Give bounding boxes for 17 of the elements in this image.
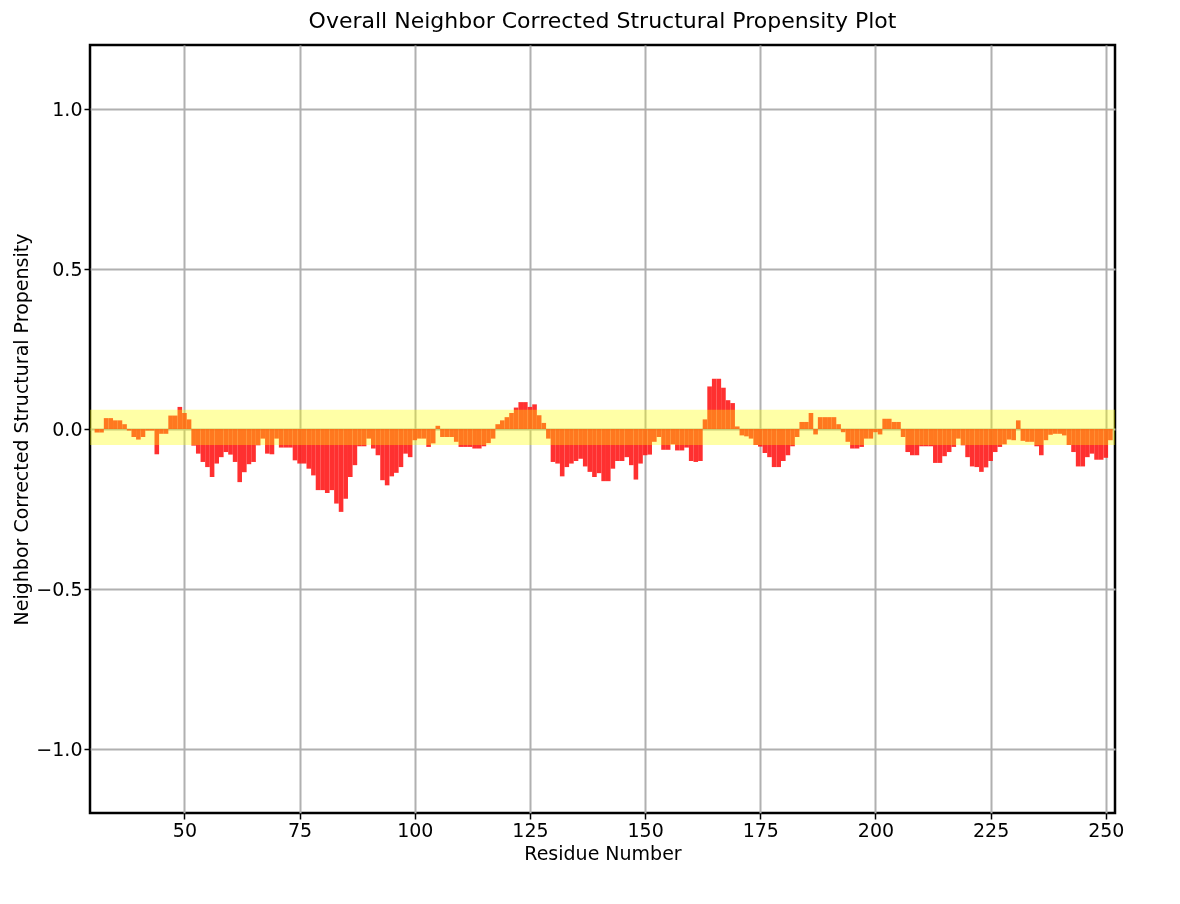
x-tick-label: 150 [627,818,664,841]
y-tick-label: 1.0 [52,97,83,120]
y-tick-label: 0.0 [52,417,83,440]
x-tick-label: 250 [1088,818,1125,841]
x-tick-label: 50 [172,818,198,841]
x-tick-label: 225 [972,818,1010,841]
y-tick-label: 0.5 [52,257,83,280]
y-axis-title: Neighbor Corrected Structural Propensity [10,233,33,626]
chart-title: Overall Neighbor Corrected Structural Propensity Plot [308,8,897,33]
y-tick-label: −0.5 [36,577,83,600]
x-tick-label: 100 [397,818,434,841]
x-tick-label: 200 [857,818,895,841]
x-tick-label: 75 [288,818,313,841]
y-tick-label: −1.0 [36,737,83,760]
x-axis-title: Residue Number [524,841,682,864]
x-tick-label: 125 [512,818,549,841]
x-tick-label: 175 [742,818,779,841]
